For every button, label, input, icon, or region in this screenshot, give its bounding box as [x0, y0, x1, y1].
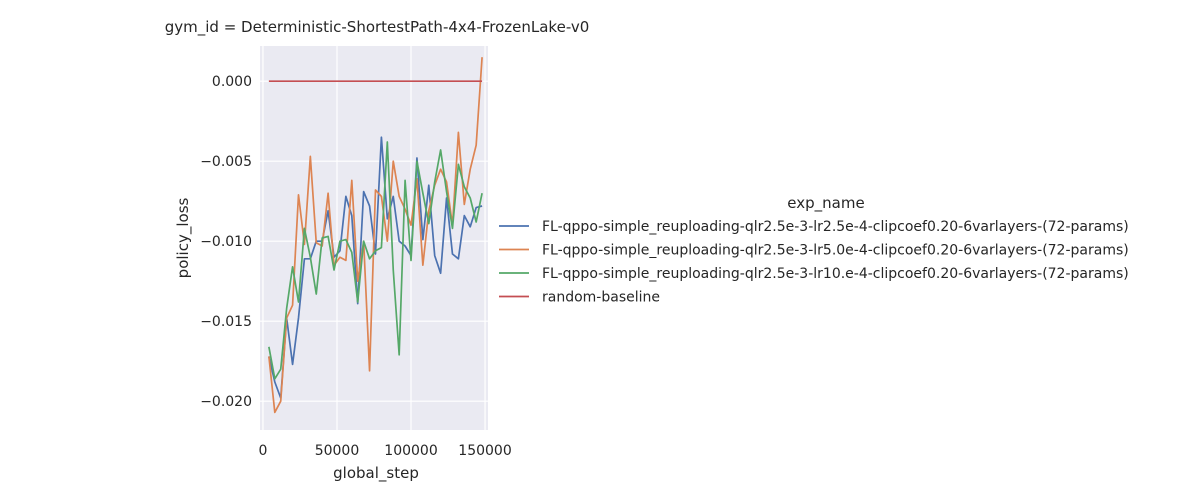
legend-label-3: FL-qppo-simple_reuploading-qlr2.5e-3-lr1… [542, 266, 1129, 282]
series-line-2 [268, 57, 483, 414]
y-axis-label: policy_loss [174, 198, 193, 279]
legend-label-1: FL-qppo-simple_reuploading-qlr2.5e-3-lr2… [542, 219, 1129, 235]
y-tick-label: −0.010 [200, 234, 252, 250]
legend-title: exp_name [787, 194, 864, 213]
x-tick-label: 100000 [384, 443, 437, 459]
y-tick-label: 0.000 [212, 74, 252, 90]
tick-labels: 0 50000 100000 150000 0.000 −0.005 −0.010 −0.01… [200, 74, 512, 459]
chart-title: gym_id = Deterministic-ShortestPath-4x4-… [165, 18, 590, 37]
y-tick-label: −0.020 [200, 394, 252, 410]
legend: exp_name FL-qppo-simple_reuploading-qlr2… [499, 194, 1129, 306]
legend-items: FL-qppo-simple_reuploading-qlr2.5e-3-lr2… [499, 219, 1129, 306]
y-tick-label: −0.015 [200, 314, 252, 330]
x-tick-label: 50000 [315, 443, 360, 459]
legend-label-2: FL-qppo-simple_reuploading-qlr2.5e-3-lr5… [542, 243, 1129, 259]
x-tick-label: 0 [259, 443, 268, 459]
legend-label-4: random-baseline [542, 290, 660, 306]
x-tick-label: 150000 [458, 443, 511, 459]
series-line-1 [268, 136, 483, 399]
x-axis-label: global_step [333, 464, 419, 483]
y-tick-label: −0.005 [200, 154, 252, 170]
series-lines [268, 57, 483, 414]
series-line-3 [268, 141, 483, 380]
